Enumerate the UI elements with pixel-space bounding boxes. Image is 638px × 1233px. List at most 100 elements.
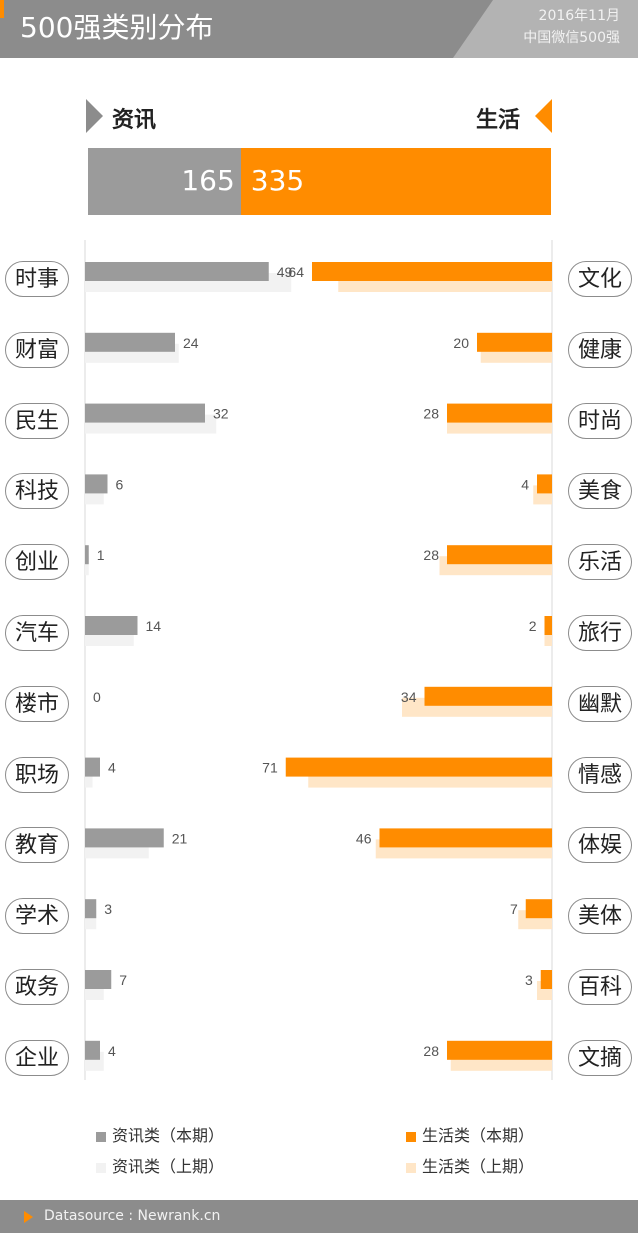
data-label-right: 7 xyxy=(510,901,518,917)
data-label-left: 0 xyxy=(93,689,101,705)
right-side-label: 生活 xyxy=(476,108,521,133)
bar-left-previous xyxy=(85,768,93,788)
legend-right-previous: 生活类（上期） xyxy=(406,1153,534,1177)
bar-left-current xyxy=(85,545,89,565)
category-label-right: 文化 xyxy=(568,261,632,297)
data-label-right: 71 xyxy=(262,760,278,776)
left-arrow-icon xyxy=(86,99,103,133)
bar-right-current xyxy=(525,899,552,919)
legend-label: 资讯类（上期） xyxy=(112,1157,225,1176)
data-label-right: 2 xyxy=(529,618,537,634)
category-label-right: 时尚 xyxy=(568,402,632,439)
bar-right-previous xyxy=(544,627,552,646)
bar-left-current xyxy=(85,332,175,352)
category-label-right: 体娱 xyxy=(568,827,632,864)
data-label-right: 46 xyxy=(356,830,372,846)
data-label-left: 4 xyxy=(108,1043,116,1059)
legend-swatch xyxy=(96,1131,106,1142)
bar-left-current xyxy=(85,899,97,919)
category-label-left: 科技 xyxy=(5,473,69,510)
category-label-left: 创业 xyxy=(5,544,69,581)
legend-label: 生活类（上期） xyxy=(422,1157,535,1176)
category-label-right: 文摘 xyxy=(568,1039,632,1076)
footer-source: Datasource : Newrank.cn xyxy=(44,1208,221,1224)
bar-right-current xyxy=(447,1040,552,1060)
category-label-left: 学术 xyxy=(5,898,69,935)
data-label-right: 64 xyxy=(288,264,304,280)
category-label-right: 美体 xyxy=(568,898,632,935)
legend-swatch xyxy=(406,1131,416,1142)
bar-left-current xyxy=(85,616,138,635)
bar-left-current xyxy=(85,1040,100,1060)
category-label-left: 财富 xyxy=(5,331,69,368)
legend-right-current: 生活类（本期） xyxy=(406,1122,534,1146)
data-label-right: 4 xyxy=(521,476,529,492)
right-arrow-icon xyxy=(535,99,552,133)
category-label-right: 美食 xyxy=(568,473,632,510)
total-right-value: 335 xyxy=(250,164,305,197)
footer-bar xyxy=(0,1200,638,1233)
data-label-left: 1 xyxy=(97,547,105,563)
legend-swatch xyxy=(96,1162,106,1173)
legend-label: 生活类（本期） xyxy=(422,1126,535,1145)
category-label-left: 民生 xyxy=(5,402,69,439)
category-label-left: 企业 xyxy=(5,1039,69,1076)
category-label-right: 健康 xyxy=(568,331,632,368)
total-left-value: 165 xyxy=(181,164,235,197)
page-title: 500强类别分布 xyxy=(20,11,214,44)
category-label-right: 幽默 xyxy=(568,685,632,722)
data-label-right: 20 xyxy=(453,335,469,351)
data-label-right: 28 xyxy=(423,1043,439,1059)
category-label-right: 旅行 xyxy=(568,615,632,651)
bar-right-current xyxy=(285,757,552,777)
bar-left-previous xyxy=(85,910,97,930)
bar-left-previous xyxy=(85,556,89,576)
category-label-left: 职场 xyxy=(5,756,69,793)
category-label-left: 政务 xyxy=(5,969,69,1005)
total-right-bar xyxy=(240,148,551,215)
data-label-left: 14 xyxy=(146,618,162,634)
bar-right-current xyxy=(447,403,552,423)
category-label-right: 百科 xyxy=(568,969,632,1005)
legend-left-previous: 资讯类（上期） xyxy=(96,1153,224,1177)
category-label-right: 乐活 xyxy=(568,544,632,581)
data-label-left: 4 xyxy=(108,760,116,776)
data-label-right: 3 xyxy=(525,972,533,988)
category-label-left: 时事 xyxy=(5,261,69,297)
category-label-right: 情感 xyxy=(568,756,632,793)
data-label-right: 28 xyxy=(423,406,439,422)
totals-bar: 165 335 xyxy=(88,148,551,215)
bar-right-current xyxy=(424,686,552,706)
data-label-left: 49 xyxy=(277,264,293,280)
bar-left-current xyxy=(85,757,100,777)
bar-left-current xyxy=(85,970,112,989)
data-label-right: 34 xyxy=(401,689,417,705)
legend-left-current: 资讯类（本期） xyxy=(96,1122,224,1146)
data-label-right: 28 xyxy=(423,547,439,563)
bar-right-current xyxy=(540,970,552,989)
bar-right-current xyxy=(312,262,552,281)
data-label-left: 7 xyxy=(119,972,127,988)
header-date: 2016年11月 xyxy=(538,8,620,24)
header-subtitle: 中国微信500强 xyxy=(523,30,620,46)
data-label-left: 6 xyxy=(116,476,124,492)
bar-right-current xyxy=(544,616,552,635)
data-label-left: 21 xyxy=(172,830,188,846)
legend-swatch xyxy=(406,1162,416,1173)
left-side-label: 资讯 xyxy=(112,108,157,133)
category-label-left: 汽车 xyxy=(5,615,69,651)
bar-right-current xyxy=(447,545,552,565)
bar-right-current xyxy=(537,474,552,494)
bar-left-current xyxy=(85,403,205,423)
bar-right-current xyxy=(379,828,552,848)
bar-left-current xyxy=(85,828,164,848)
play-icon xyxy=(24,1211,33,1223)
data-label-left: 32 xyxy=(213,406,229,422)
data-label-left: 24 xyxy=(183,335,199,351)
category-label-left: 楼市 xyxy=(5,685,69,722)
bar-left-current xyxy=(85,474,108,494)
total-left-bar xyxy=(88,148,241,215)
bar-left-current xyxy=(85,262,269,281)
header-accent xyxy=(0,0,4,18)
